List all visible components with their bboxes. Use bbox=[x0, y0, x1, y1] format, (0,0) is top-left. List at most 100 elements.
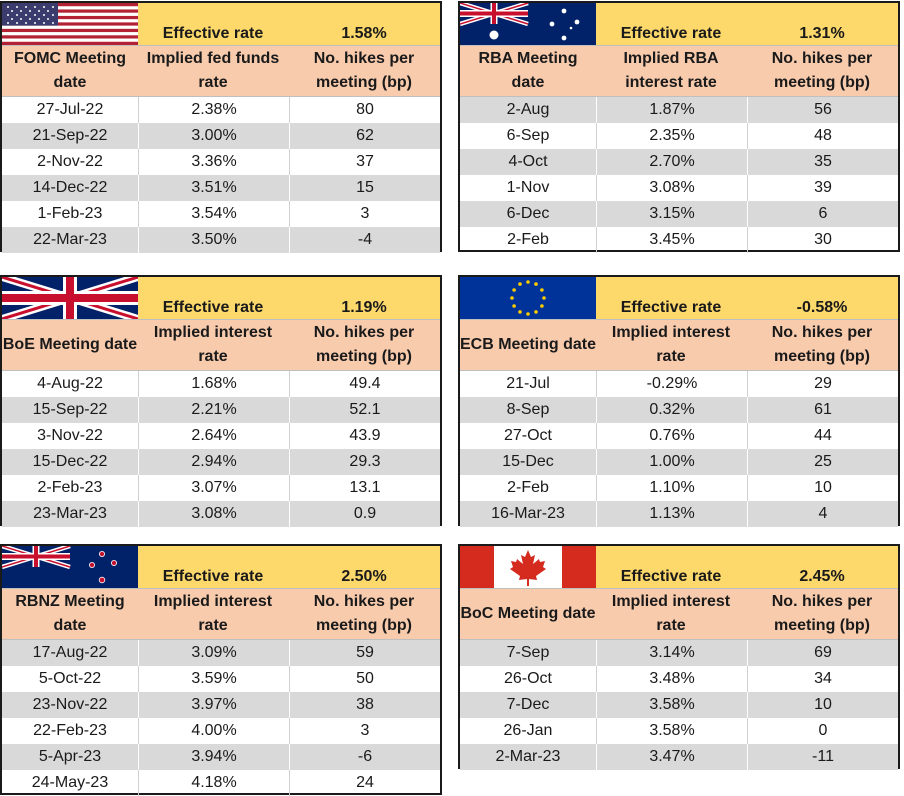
date-cell: 2-Aug bbox=[460, 97, 597, 123]
meeting-date-header: BoC Meeting date bbox=[460, 605, 596, 622]
table-row: 2-Feb 1.10% 10 bbox=[460, 475, 898, 501]
date-cell: 7-Sep bbox=[460, 640, 597, 666]
table-row: 21-Jul -0.29% 29 bbox=[460, 371, 898, 397]
rate-cell: 3.58% bbox=[597, 718, 748, 744]
table-row: 2-Aug 1.87% 56 bbox=[460, 97, 898, 123]
date-cell: 1-Feb-23 bbox=[2, 201, 139, 227]
date-cell: 5-Oct-22 bbox=[2, 666, 139, 692]
table-row: 4-Aug-22 1.68% 49.4 bbox=[2, 371, 440, 397]
hikes-cell: 80 bbox=[356, 101, 374, 118]
date-cell: 5-Apr-23 bbox=[2, 744, 139, 770]
effective-rate-value: -0.58% bbox=[796, 299, 848, 316]
date-cell: 23-Nov-22 bbox=[2, 692, 139, 718]
rate-cell: 0.32% bbox=[597, 397, 748, 423]
boe-panel: Effective rate 1.19% BoE Meeting date Im… bbox=[0, 275, 442, 527]
date-cell: 6-Dec bbox=[460, 201, 597, 227]
rate-cell: 0.76% bbox=[597, 423, 748, 449]
hikes-cell: 62 bbox=[356, 127, 374, 144]
fomc-panel: Effective rate 1.58% FOMC Meeting date I… bbox=[0, 1, 442, 253]
date-cell: 22-Feb-23 bbox=[2, 718, 139, 744]
table-row: 22-Feb-23 4.00% 3 bbox=[2, 718, 440, 744]
table-row: 2-Feb 3.45% 30 bbox=[460, 227, 898, 253]
rate-cell: -0.29% bbox=[597, 371, 748, 397]
hikes-cell: 50 bbox=[356, 670, 374, 687]
australia-flag-icon bbox=[460, 3, 596, 45]
meeting-date-header: RBNZ Meeting date bbox=[15, 593, 125, 634]
date-cell: 15-Sep-22 bbox=[2, 397, 139, 423]
table-row: 5-Oct-22 3.59% 50 bbox=[2, 666, 440, 692]
hikes-cell: 39 bbox=[814, 179, 832, 196]
date-cell: 6-Sep bbox=[460, 123, 597, 149]
table-row: 3-Nov-22 2.64% 43.9 bbox=[2, 423, 440, 449]
rate-cell: 3.15% bbox=[597, 201, 748, 227]
rate-cell: 4.18% bbox=[139, 770, 290, 796]
rate-cell: 3.97% bbox=[139, 692, 290, 718]
hikes-cell: 35 bbox=[814, 153, 832, 170]
meeting-date-header: FOMC Meeting date bbox=[14, 50, 126, 91]
effective-rate-value: 1.31% bbox=[799, 25, 845, 42]
rate-cell: 2.21% bbox=[139, 397, 290, 423]
table-row: 15-Sep-22 2.21% 52.1 bbox=[2, 397, 440, 423]
date-cell: 27-Oct bbox=[460, 423, 597, 449]
table-row: 4-Oct 2.70% 35 bbox=[460, 149, 898, 175]
effective-rate-label: Effective rate bbox=[620, 299, 722, 316]
effective-rate-value: 1.58% bbox=[341, 25, 387, 42]
meeting-date-header: BoE Meeting date bbox=[2, 336, 138, 353]
table-row: 27-Jul-22 2.38% 80 bbox=[2, 97, 440, 123]
hikes-header: No. hikes per meeting (bp) bbox=[771, 324, 873, 365]
rate-cell: 3.09% bbox=[139, 640, 290, 666]
hikes-cell: 4 bbox=[818, 505, 828, 522]
table-row: 6-Sep 2.35% 48 bbox=[460, 123, 898, 149]
date-cell: 8-Sep bbox=[460, 397, 597, 423]
date-cell: 26-Jan bbox=[460, 718, 597, 744]
uk-flag-icon bbox=[2, 277, 138, 319]
rate-cell: 2.38% bbox=[139, 97, 290, 123]
hikes-cell: 52.1 bbox=[349, 401, 381, 418]
table-row: 16-Mar-23 1.13% 4 bbox=[460, 501, 898, 527]
hikes-cell: 34 bbox=[814, 670, 832, 687]
hikes-cell: 49.4 bbox=[349, 375, 381, 392]
effective-rate-value: 2.45% bbox=[799, 568, 845, 585]
hikes-cell: 61 bbox=[814, 401, 832, 418]
date-cell: 21-Jul bbox=[460, 371, 597, 397]
table-row: 15-Dec-22 2.94% 29.3 bbox=[2, 449, 440, 475]
date-cell: 2-Mar-23 bbox=[460, 744, 597, 770]
table-row: 7-Sep 3.14% 69 bbox=[460, 640, 898, 666]
effective-rate-label: Effective rate bbox=[620, 25, 722, 42]
table-row: 1-Feb-23 3.54% 3 bbox=[2, 201, 440, 227]
table-row: 24-May-23 4.18% 24 bbox=[2, 770, 440, 796]
hikes-cell: 43.9 bbox=[349, 427, 381, 444]
ecb-panel: Effective rate -0.58% ECB Meeting date I… bbox=[458, 275, 900, 527]
hikes-header: No. hikes per meeting (bp) bbox=[313, 324, 415, 365]
rate-cell: 4.00% bbox=[139, 718, 290, 744]
hikes-cell: -6 bbox=[357, 748, 373, 765]
hikes-cell: -11 bbox=[812, 748, 834, 765]
effective-rate-label: Effective rate bbox=[162, 568, 264, 585]
hikes-cell: 15 bbox=[356, 179, 374, 196]
hikes-header: No. hikes per meeting (bp) bbox=[313, 593, 415, 634]
hikes-cell: 59 bbox=[356, 644, 374, 661]
date-cell: 1-Nov bbox=[460, 175, 597, 201]
implied-rate-header: Implied fed funds rate bbox=[146, 50, 280, 91]
hikes-cell: -4 bbox=[357, 231, 373, 248]
hikes-cell: 0 bbox=[818, 722, 828, 739]
date-cell: 2-Feb-23 bbox=[2, 475, 139, 501]
rate-cell: 3.08% bbox=[597, 175, 748, 201]
rate-cell: 3.36% bbox=[139, 149, 290, 175]
date-cell: 15-Dec-22 bbox=[2, 449, 139, 475]
rate-cell: 2.35% bbox=[597, 123, 748, 149]
rate-cell: 3.58% bbox=[597, 692, 748, 718]
effective-rate-label: Effective rate bbox=[620, 568, 722, 585]
hikes-cell: 3 bbox=[360, 205, 370, 222]
rate-cell: 3.00% bbox=[139, 123, 290, 149]
rate-cell: 1.13% bbox=[597, 501, 748, 527]
date-cell: 15-Dec bbox=[460, 449, 597, 475]
rate-cell: 3.59% bbox=[139, 666, 290, 692]
effective-rate-label: Effective rate bbox=[162, 25, 264, 42]
hikes-header: No. hikes per meeting (bp) bbox=[771, 593, 873, 634]
hikes-cell: 6 bbox=[818, 205, 828, 222]
table-row: 17-Aug-22 3.09% 59 bbox=[2, 640, 440, 666]
table-row: 23-Mar-23 3.08% 0.9 bbox=[2, 501, 440, 527]
date-cell: 14-Dec-22 bbox=[2, 175, 139, 201]
hikes-header: No. hikes per meeting (bp) bbox=[771, 50, 873, 91]
